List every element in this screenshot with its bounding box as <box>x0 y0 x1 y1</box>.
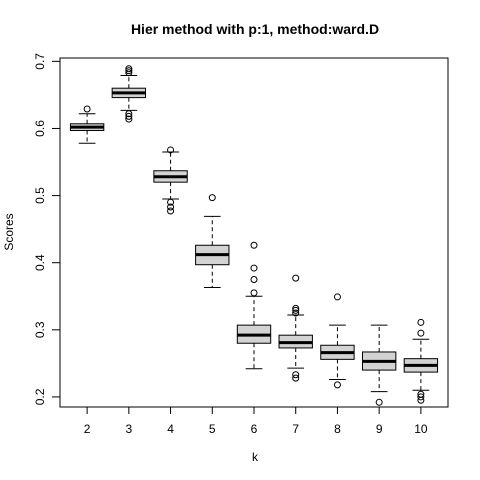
outlier-point <box>250 241 258 249</box>
y-tick-label: 0.2 <box>33 388 47 405</box>
y-axis: 0.2 0.3 0.4 0.5 0.6 0.7 <box>33 53 61 405</box>
outlier-point <box>417 329 425 337</box>
box-k-6 <box>236 241 272 370</box>
box-k-10 <box>403 318 439 404</box>
outlier-point <box>417 318 425 326</box>
y-tick-label: 0.4 <box>33 254 47 271</box>
outlier-point <box>125 67 133 75</box>
outlier-point <box>417 393 425 401</box>
box-k-7 <box>278 274 313 382</box>
outlier-point <box>208 194 216 202</box>
box-k-5 <box>195 194 230 289</box>
outlier-point <box>250 275 258 283</box>
x-tick-label: 5 <box>209 422 216 436</box>
outlier-point <box>292 304 300 312</box>
outlier-point <box>417 390 425 398</box>
x-tick-label: 2 <box>84 422 91 436</box>
x-tick-label: 3 <box>125 422 132 436</box>
box-k-9 <box>361 324 397 406</box>
outlier-point <box>125 110 133 118</box>
x-tick-label: 8 <box>334 422 341 436</box>
outlier-point <box>250 289 258 297</box>
outlier-point <box>292 371 300 379</box>
x-axis-label: k <box>252 450 259 464</box>
outlier-point <box>125 65 133 73</box>
boxes <box>69 65 439 406</box>
outlier-point <box>292 274 300 282</box>
outlier-point <box>375 398 383 406</box>
outlier-point <box>250 264 258 272</box>
outlier-point <box>125 115 133 123</box>
y-tick-label: 0.6 <box>33 120 47 137</box>
outlier-point <box>292 374 300 382</box>
outlier-point <box>167 198 175 206</box>
outlier-point <box>167 203 175 211</box>
box-k-8 <box>320 293 355 389</box>
x-tick-label: 7 <box>292 422 299 436</box>
x-tick-label: 4 <box>167 422 174 436</box>
y-tick-label: 0.3 <box>33 321 47 338</box>
box-k-2 <box>69 105 105 144</box>
x-tick-label: 10 <box>414 422 428 436</box>
y-tick-label: 0.5 <box>33 187 47 204</box>
outlier-point <box>125 112 133 120</box>
outlier-point <box>83 105 91 113</box>
outlier-point <box>292 306 300 314</box>
box-k-4 <box>153 146 188 215</box>
box-k-3 <box>111 65 147 123</box>
y-tick-label: 0.7 <box>33 53 47 70</box>
outlier-point <box>333 293 341 301</box>
outlier-point <box>292 309 300 317</box>
outlier-point <box>333 381 341 389</box>
x-axis: 2 3 4 5 6 7 8 9 10 <box>84 406 428 436</box>
x-tick-label: 9 <box>376 422 383 436</box>
x-tick-label: 6 <box>251 422 258 436</box>
outlier-point <box>167 146 175 154</box>
outlier-point <box>167 207 175 215</box>
outlier-point <box>125 69 133 77</box>
chart-title: Hier method with p:1, method:ward.D <box>131 21 379 37</box>
y-axis-label: Scores <box>2 213 16 250</box>
